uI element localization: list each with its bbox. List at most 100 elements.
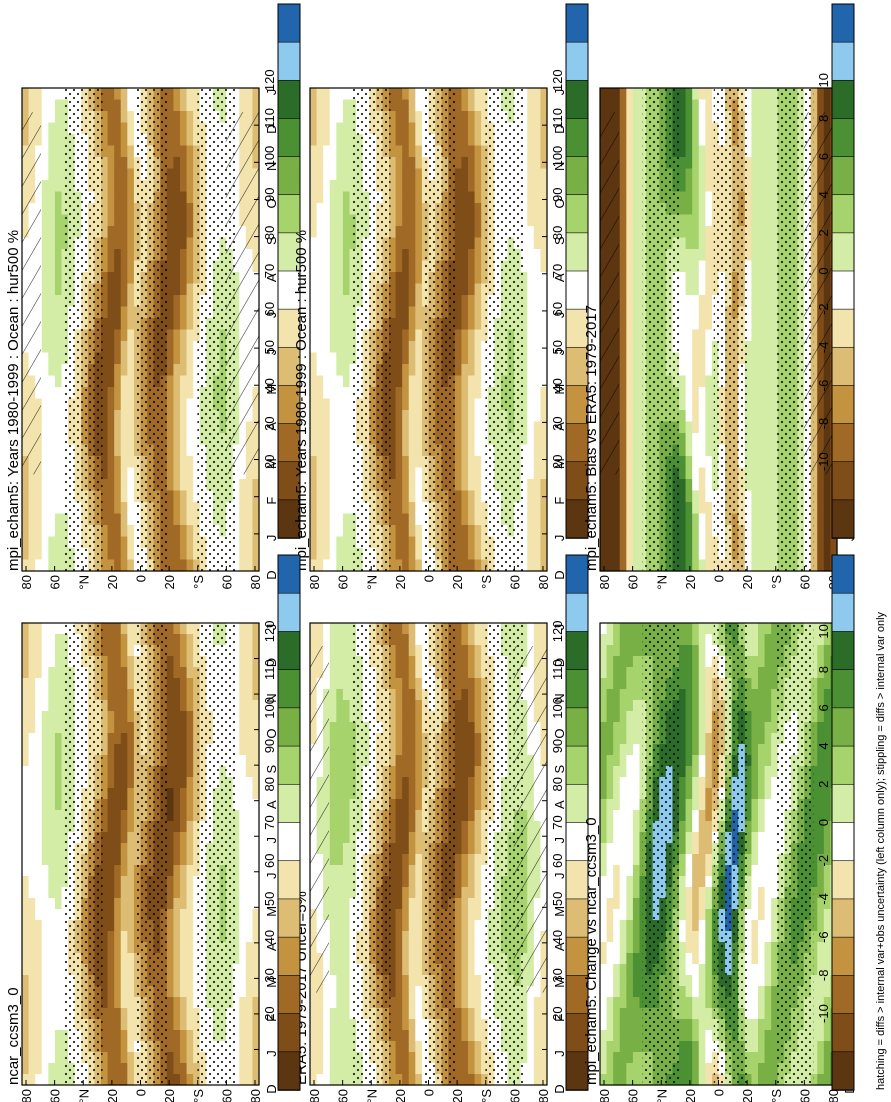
heat-cell [481,997,489,1009]
heat-cell [329,755,337,767]
heat-cell [481,755,489,767]
heat-cell [468,1019,476,1031]
heat-cell [127,525,135,538]
heat-cell [402,953,410,965]
heat-cell [54,122,63,135]
heat-cell [474,226,482,239]
heat-cell [107,191,115,204]
heat-cell [474,467,482,480]
heat-cell [415,111,423,124]
month-tick-group: N [552,162,567,171]
heat-cell [239,548,247,561]
heat-cell [101,99,109,112]
heat-cell [468,810,476,822]
heat-cell [408,876,416,888]
heat-cell [245,502,254,515]
heat-cell [54,490,63,503]
heat-cell [323,180,331,193]
heat-cell [28,1041,36,1053]
heat-cell [28,722,36,734]
heat-cell [120,88,128,101]
heat-cell [395,88,403,101]
heat-cell [180,398,188,411]
lat-tick-label: 60 [507,1089,522,1102]
heat-cell [323,1030,331,1042]
heat-cell [540,525,548,538]
colorbar-cell [277,118,301,158]
heat-cell [342,942,351,954]
heat-cell [533,191,542,204]
heat-cell [166,433,175,446]
colorbar-tick-group: 100 [262,146,277,168]
heat-cell [481,375,489,388]
heat-cell [120,260,128,273]
heat-cell [28,536,36,549]
heat-cell [180,226,188,239]
heat-cell [474,203,482,216]
month-tick-label: M [264,384,279,395]
heat-cell [193,341,201,354]
heat-cell [336,964,344,976]
heat-cell [408,456,416,469]
lat-tick-label: 20 [162,575,177,589]
heat-cell [101,295,109,308]
heat-cell [28,766,36,778]
heat-cell [389,249,397,262]
heat-cell [323,1074,331,1086]
heat-cell [316,341,324,354]
heat-cell [310,214,318,227]
heat-cell [481,909,489,921]
heat-cell [48,421,56,434]
heat-cell [389,645,397,657]
heat-cell [454,854,463,866]
heat-cell [28,548,36,561]
heat-cell [474,898,482,910]
heat-cell [41,145,49,158]
heat-cell [28,502,36,515]
month-tick-group: A [552,800,567,809]
heat-cell [48,536,56,549]
heat-cell [395,667,403,679]
colorbar-tick-label: 110 [550,659,565,680]
month-tick-label: J [264,535,279,542]
heat-cell [336,799,344,811]
heat-cell [461,490,469,503]
heat-cell [329,832,337,844]
heat-cell [454,964,463,976]
heat-cell [114,134,122,147]
heat-cell [166,479,175,492]
heat-cell [342,145,351,158]
heat-cell [461,88,469,101]
heat-cell [180,237,188,250]
heat-cell [540,1052,548,1064]
heat-cell [101,306,109,319]
month-tick-label: J [264,312,279,319]
heat-cell [310,306,318,319]
heat-cell [474,634,482,646]
heat-cell [520,352,528,365]
heat-cell [48,180,56,193]
heat-cell [481,1019,489,1031]
heat-cell [474,283,482,296]
heat-cell [232,525,240,538]
heat-cell [41,111,49,124]
month-tick-label: M [552,384,567,395]
stipple-band [352,623,391,1085]
lat-tick-group: °S [479,575,494,589]
heat-cell [127,283,135,296]
heat-cell [468,1008,476,1020]
colorbar-cell [565,79,589,120]
month-tick-label: N [552,693,567,702]
heat-cell [120,410,128,423]
heat-cell [402,964,410,976]
heat-cell [415,920,423,932]
heat-cell [54,410,63,423]
heat-cell [310,329,318,342]
heat-cell [193,157,201,170]
panel-top-right: 80 60 °N 20 0 20 °S 60 80 DJFMAMJJASONDJmpi_echam… [293,3,589,590]
heat-cell [336,634,344,646]
heat-cell [28,876,36,888]
heat-cell [454,799,463,811]
heat-cell [323,467,331,480]
hatch-band [22,112,41,475]
